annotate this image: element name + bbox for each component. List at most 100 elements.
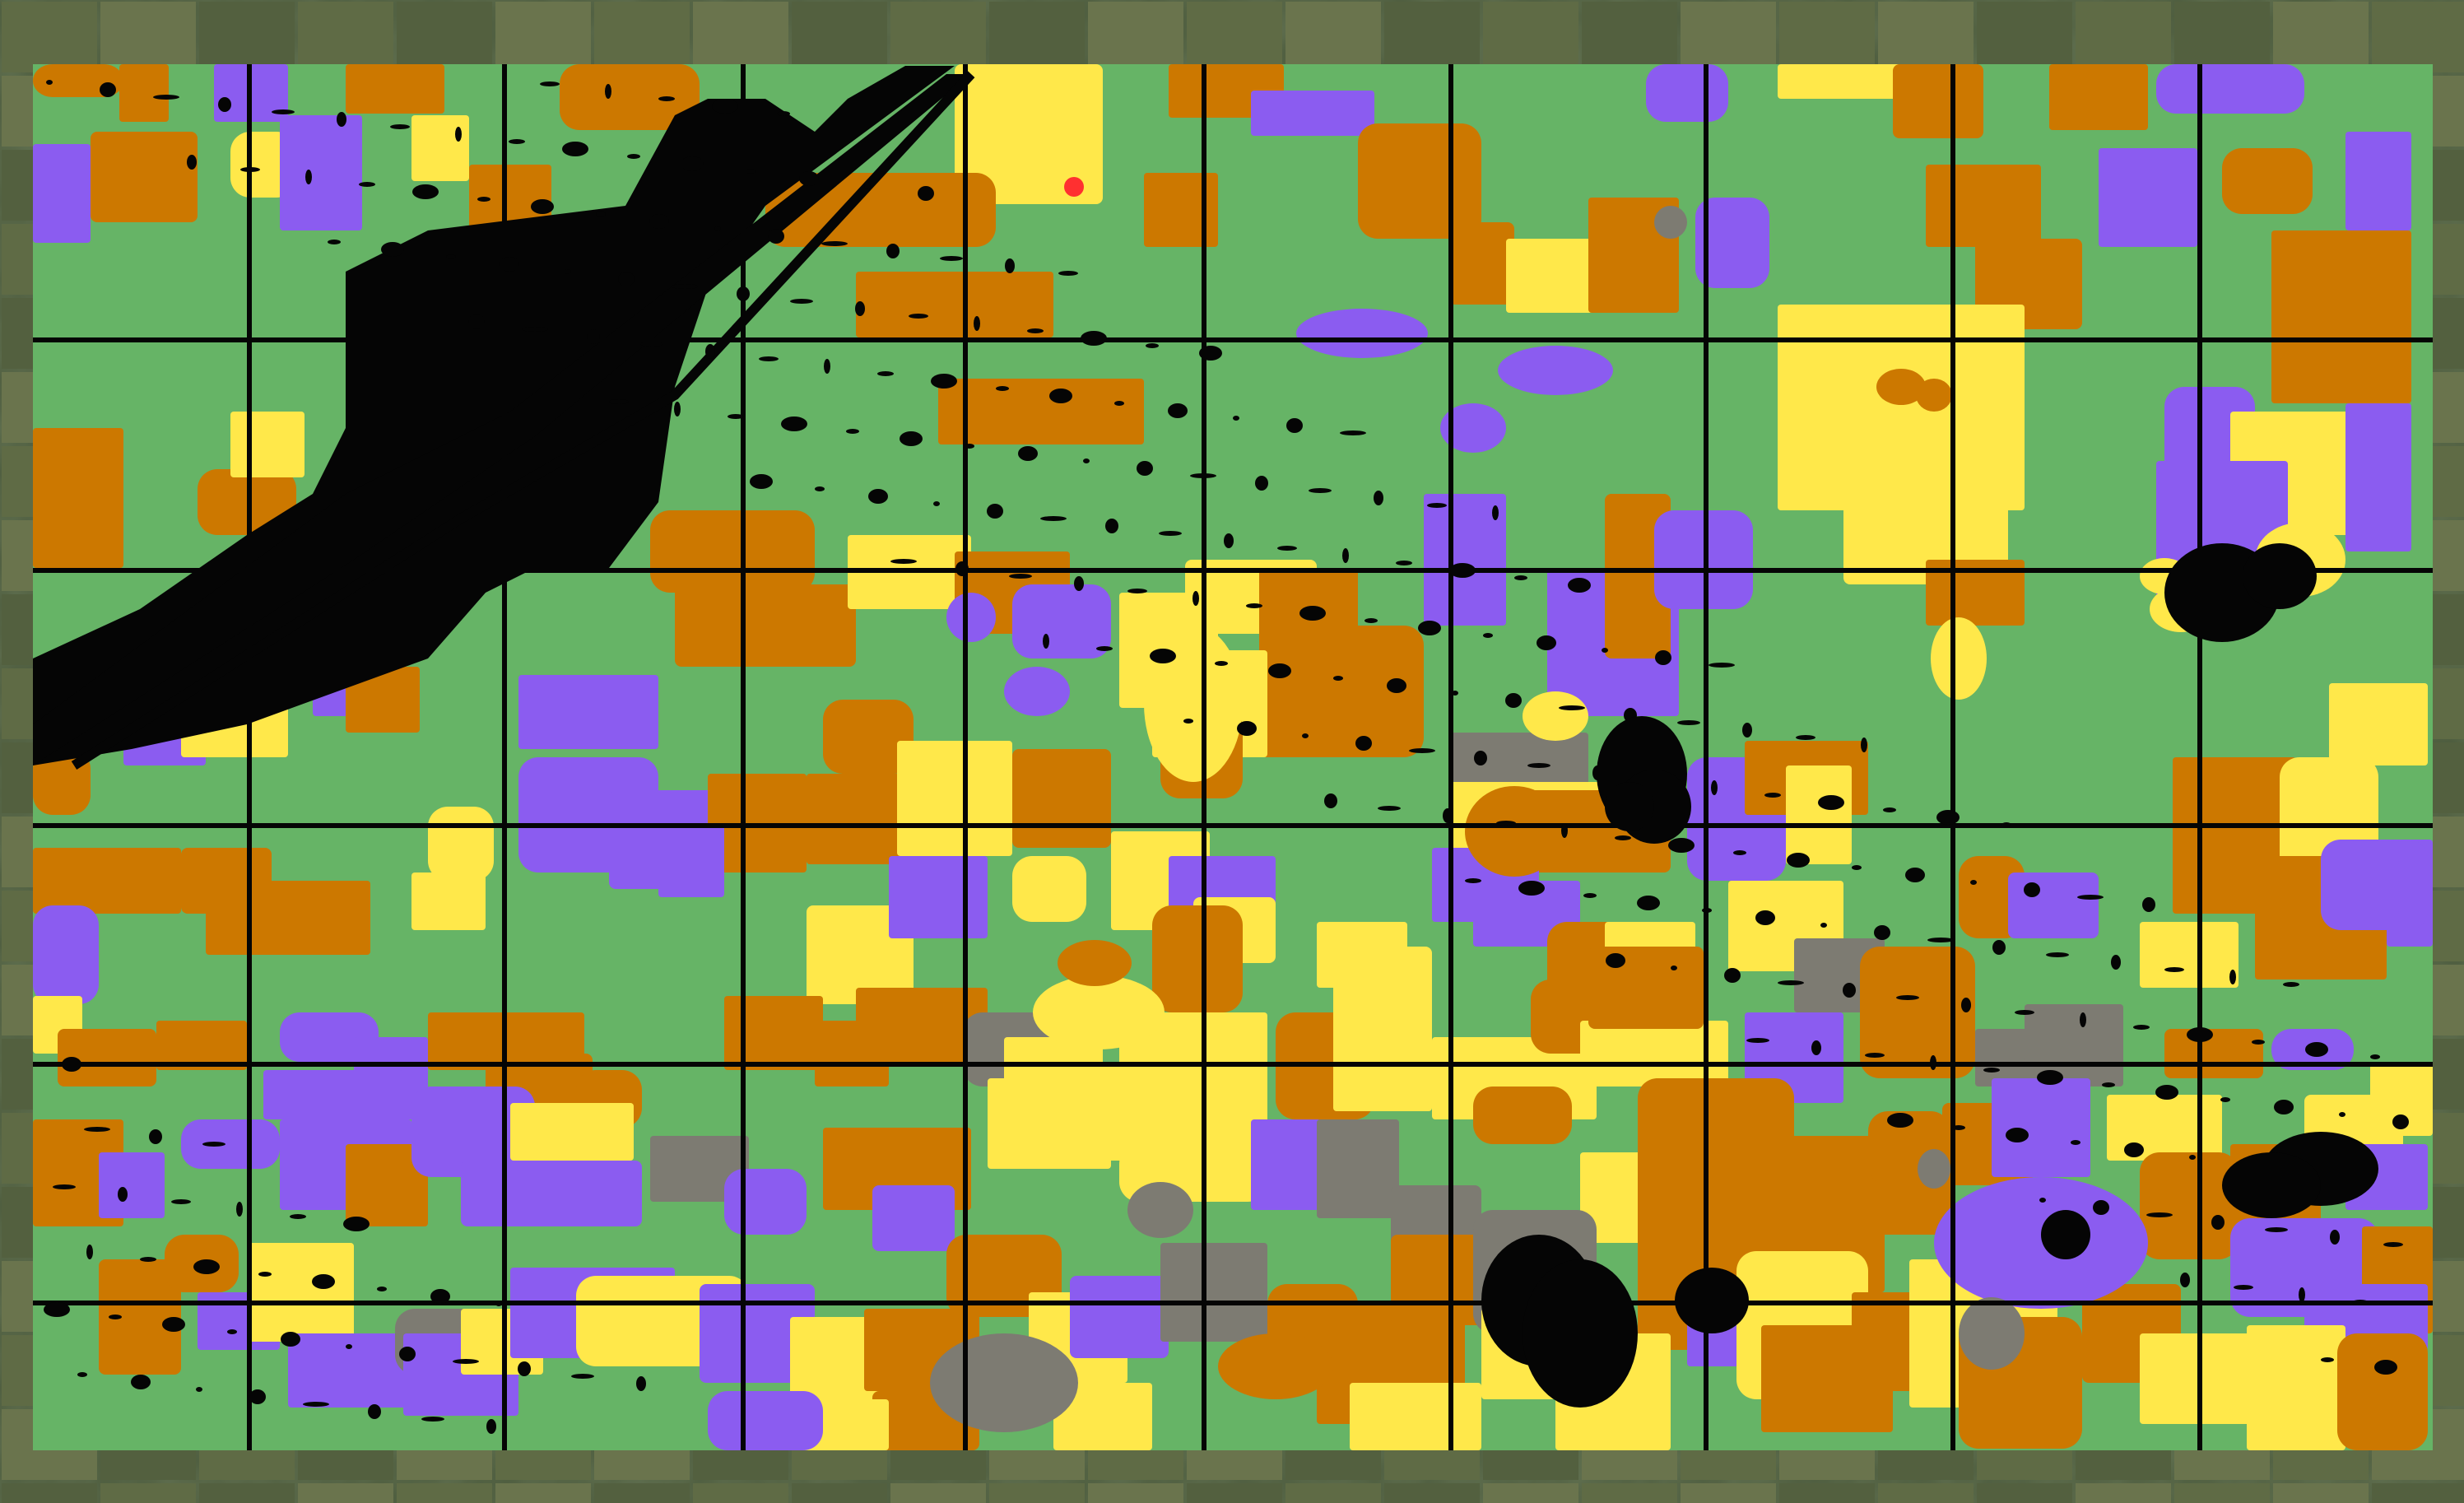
black-speck bbox=[618, 272, 635, 286]
black-speck bbox=[1146, 343, 1159, 348]
road-segment bbox=[1202, 64, 1206, 1450]
black-speck bbox=[1668, 838, 1695, 853]
purple-field-patch bbox=[1070, 1276, 1169, 1358]
satellite-field-block bbox=[792, 2, 887, 72]
red-location-dot-icon[interactable] bbox=[1064, 177, 1084, 197]
gray-blob bbox=[930, 1333, 1078, 1432]
satellite-field-block bbox=[298, 2, 393, 72]
black-speck bbox=[1818, 795, 1844, 810]
black-speck bbox=[1049, 389, 1072, 403]
satellite-field-block bbox=[1384, 2, 1480, 72]
black-speck bbox=[359, 182, 375, 187]
black-speck bbox=[1396, 561, 1412, 565]
black-speck bbox=[799, 171, 819, 186]
black-area bbox=[2222, 1152, 2321, 1218]
road-segment bbox=[963, 64, 968, 1450]
black-speck bbox=[240, 167, 260, 172]
black-speck bbox=[955, 561, 969, 576]
satellite-field-block bbox=[2273, 1483, 2369, 1503]
black-speck bbox=[672, 284, 698, 289]
orange-field-patch bbox=[650, 510, 815, 593]
black-speck bbox=[509, 139, 525, 144]
black-speck bbox=[605, 84, 611, 99]
black-speck bbox=[218, 97, 231, 112]
orange-field-patch bbox=[2164, 1029, 2263, 1078]
orange-blob bbox=[1058, 940, 1132, 986]
yellow-field-patch bbox=[428, 807, 494, 881]
black-speck bbox=[62, 1057, 81, 1072]
road-segment bbox=[33, 1301, 2433, 1305]
black-speck bbox=[1452, 691, 1458, 696]
black-speck bbox=[1333, 676, 1343, 681]
satellite-field-block bbox=[495, 1483, 591, 1503]
purple-field-patch bbox=[2156, 64, 2304, 114]
black-speck bbox=[1246, 603, 1262, 608]
gray-blob bbox=[1127, 1182, 1193, 1238]
black-speck bbox=[118, 1187, 128, 1202]
black-speck bbox=[2283, 982, 2299, 987]
black-speck bbox=[931, 374, 957, 389]
road-segment bbox=[502, 64, 507, 1450]
satellite-field-block bbox=[2174, 1483, 2270, 1503]
black-speck bbox=[2146, 1212, 2173, 1217]
satellite-field-block bbox=[1088, 1483, 1183, 1503]
black-speck bbox=[486, 1419, 496, 1434]
black-speck bbox=[1537, 635, 1556, 650]
gray-blob bbox=[1654, 206, 1687, 239]
black-speck bbox=[495, 1301, 502, 1306]
orange-field-patch bbox=[91, 132, 198, 222]
black-speck bbox=[996, 386, 1009, 391]
black-speck bbox=[390, 124, 410, 129]
black-speck bbox=[2133, 1025, 2150, 1030]
orange-field-patch bbox=[823, 700, 914, 774]
black-speck bbox=[1074, 576, 1084, 591]
black-speck bbox=[1427, 503, 1447, 508]
black-speck bbox=[2102, 1082, 2115, 1087]
black-speck bbox=[281, 1332, 300, 1347]
black-speck bbox=[193, 1259, 220, 1274]
orange-blob bbox=[1876, 369, 1926, 405]
road-segment bbox=[33, 337, 2433, 342]
purple-field-patch bbox=[658, 823, 724, 897]
black-speck bbox=[1342, 548, 1349, 563]
purple-blob bbox=[1296, 309, 1428, 358]
black-speck bbox=[1606, 953, 1625, 968]
purple-field-patch bbox=[1424, 494, 1506, 626]
classification-overlay bbox=[33, 64, 2433, 1450]
satellite-field-block bbox=[298, 1483, 393, 1503]
black-speck bbox=[933, 501, 940, 506]
satellite-field-block bbox=[1187, 1483, 1282, 1503]
yellow-field-patch bbox=[790, 1317, 881, 1399]
black-speck bbox=[343, 1217, 370, 1231]
satellite-field-block bbox=[1483, 2, 1578, 72]
orange-field-patch bbox=[807, 774, 922, 864]
black-speck bbox=[1378, 806, 1401, 811]
road-line bbox=[71, 70, 975, 770]
black-speck bbox=[2039, 1198, 2046, 1203]
black-speck bbox=[1559, 705, 1585, 710]
black-speck bbox=[2229, 970, 2236, 984]
purple-field-patch bbox=[2345, 403, 2411, 551]
black-speck bbox=[674, 402, 681, 416]
yellow-field-patch bbox=[1012, 856, 1086, 922]
black-speck bbox=[1199, 346, 1222, 361]
black-speck bbox=[1183, 719, 1193, 724]
black-speck bbox=[399, 1347, 416, 1361]
black-speck bbox=[1742, 723, 1752, 738]
yellow-field-patch bbox=[411, 872, 486, 930]
black-speck bbox=[1852, 865, 1862, 870]
yellow-field-patch bbox=[1778, 64, 1901, 99]
black-speck bbox=[2252, 1040, 2265, 1045]
black-speck bbox=[1255, 476, 1268, 491]
orange-blob bbox=[1916, 379, 1952, 412]
yellow-field-patch bbox=[1350, 1383, 1481, 1450]
black-speck bbox=[518, 1361, 531, 1376]
yellow-field-patch bbox=[1843, 370, 2008, 584]
purple-field-patch bbox=[2345, 132, 2411, 230]
purple-field-patch bbox=[2008, 872, 2099, 938]
black-speck bbox=[1409, 748, 1435, 753]
satellite-field-block bbox=[2174, 2, 2270, 72]
black-speck bbox=[305, 170, 312, 184]
